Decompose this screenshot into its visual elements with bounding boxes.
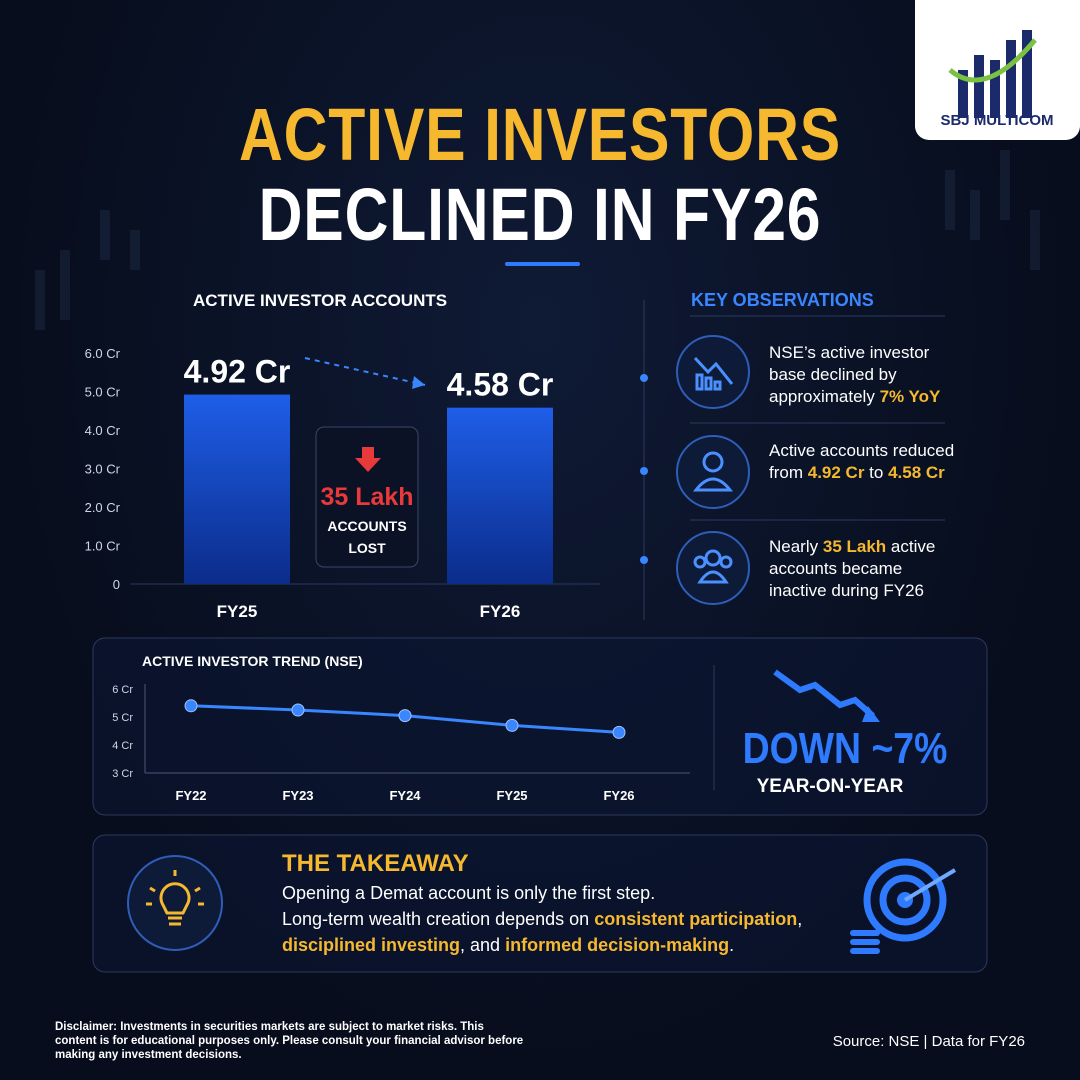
text-part: to — [864, 463, 889, 482]
disclaimer: Disclaimer: Investments in securities ma… — [55, 1021, 524, 1061]
callout-line: ACCOUNTS — [327, 518, 406, 534]
trend-point — [505, 718, 519, 732]
takeaway-body: Opening a Demat account is only the firs… — [282, 880, 802, 958]
y-tick-label: 2.0 Cr — [85, 500, 121, 515]
text-part: , — [797, 909, 803, 929]
takeaway-line: Long-term wealth creation depends on con… — [282, 906, 802, 932]
text-part: Nearly — [769, 537, 823, 556]
x-tick-label: FY25 — [217, 602, 258, 621]
text-part: Opening a Demat account is only the firs… — [282, 883, 656, 903]
text-part: 35 Lakh — [822, 537, 887, 556]
callout-headline: 35 Lakh — [320, 483, 413, 511]
trend-point — [184, 699, 198, 713]
y-tick-label: 5 Cr — [112, 712, 133, 724]
text-part: active accounts became inactive during F… — [769, 537, 936, 600]
text-part: Long-term wealth creation depends on — [282, 909, 595, 929]
text-part: 4.92 Cr — [807, 463, 865, 482]
x-tick-label: FY23 — [282, 788, 313, 803]
y-tick-label: 0 — [113, 577, 120, 592]
y-tick-label: 4.0 Cr — [85, 423, 121, 438]
text-part: , and — [460, 935, 506, 955]
down-stat: DOWN ~7% — [743, 723, 948, 773]
x-tick-label: FY25 — [496, 788, 527, 803]
trend-point — [398, 709, 412, 723]
text-part: . — [729, 935, 735, 955]
x-tick-label: FY26 — [480, 602, 521, 621]
observation: Nearly 35 Lakh active accounts became in… — [769, 536, 959, 602]
x-tick-label: FY24 — [389, 788, 421, 803]
text-part: Active accounts reduced from — [769, 441, 955, 482]
bar-value-label: 4.58 Cr — [447, 367, 554, 403]
title-line: DECLINED IN FY26 — [258, 173, 822, 256]
text-part: consistent participation — [594, 909, 798, 929]
bar-chart-title: ACTIVE INVESTOR ACCOUNTS — [193, 291, 447, 310]
source: Source: NSE | Data for FY26 — [833, 1033, 1025, 1050]
down-stat-subtitle: YEAR-ON-YEAR — [757, 776, 904, 797]
text-part: NSE’s active investor base declined by a… — [769, 343, 930, 406]
text-part: informed decision-making — [505, 935, 730, 955]
y-tick-label: 6 Cr — [112, 684, 133, 696]
takeaway-title: THE TAKEAWAY — [282, 850, 469, 877]
trend-point — [291, 703, 305, 717]
y-tick-label: 5.0 Cr — [85, 385, 121, 400]
text-part: disciplined investing — [282, 935, 461, 955]
title-line: ACTIVE INVESTORS — [238, 93, 842, 176]
bar — [447, 407, 553, 584]
observations-title: KEY OBSERVATIONS — [691, 290, 874, 310]
y-tick-label: 4 Cr — [112, 740, 133, 752]
callout-line: LOST — [348, 540, 386, 556]
trend-point — [612, 725, 626, 739]
x-tick-label: FY22 — [175, 788, 206, 803]
text-part: 7% YoY — [879, 387, 941, 406]
takeaway-line: disciplined investing, and informed deci… — [282, 932, 802, 958]
y-tick-label: 3 Cr — [112, 768, 133, 780]
y-tick-label: 6.0 Cr — [85, 346, 121, 361]
bar-value-label: 4.92 Cr — [184, 354, 291, 390]
observation: NSE’s active investor base declined by a… — [769, 342, 959, 408]
line-chart-title: ACTIVE INVESTOR TREND (NSE) — [142, 653, 363, 669]
brand: SBJ MULTICOM — [940, 112, 1053, 129]
x-tick-label: FY26 — [603, 788, 634, 803]
y-tick-label: 3.0 Cr — [85, 462, 121, 477]
y-tick-label: 1.0 Cr — [85, 539, 121, 554]
bar — [184, 394, 290, 584]
takeaway-line: Opening a Demat account is only the firs… — [282, 880, 802, 906]
observation: Active accounts reduced from 4.92 Cr to … — [769, 440, 959, 484]
text-part: 4.58 Cr — [888, 463, 945, 482]
